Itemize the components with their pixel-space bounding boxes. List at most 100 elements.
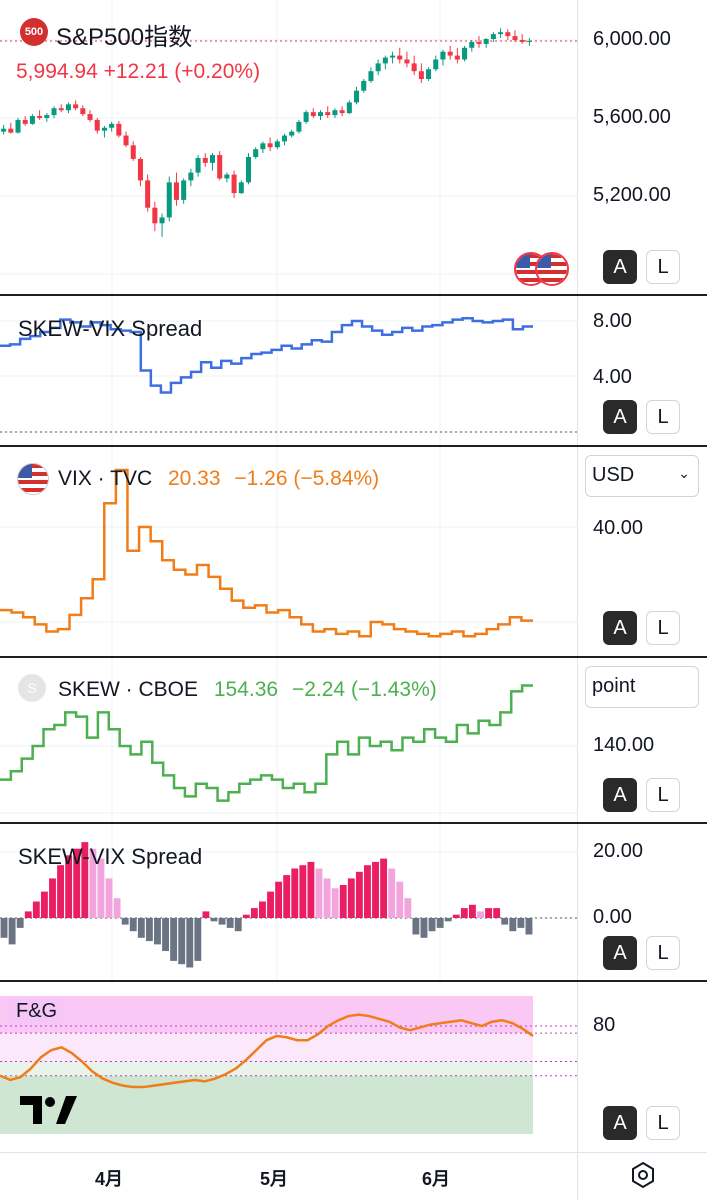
vix-pane[interactable]: VIX · TVC 20.33 −1.26 (−5.84%) USD ⌄ 40.… — [0, 447, 707, 656]
currency-select[interactable]: USD ⌄ — [585, 455, 699, 497]
candlestick-chart[interactable] — [0, 0, 577, 295]
histogram-bar — [477, 911, 484, 918]
histogram-bar — [501, 918, 509, 925]
log-scale-button[interactable]: L — [646, 936, 680, 970]
fg-series-line — [0, 1013, 534, 1089]
histogram-bar — [412, 918, 420, 935]
log-scale-button[interactable]: L — [646, 611, 680, 645]
candle-body — [433, 59, 439, 70]
histogram-bar — [8, 918, 16, 945]
candle-body — [37, 116, 43, 118]
unit-value: point — [592, 675, 636, 697]
candle-body — [253, 149, 259, 157]
candle-body — [274, 141, 280, 148]
candle-body — [58, 108, 64, 111]
main-pane[interactable]: 500 S&P500指数 5,994.94 +12.21 (+0.20%) 6,… — [0, 0, 707, 295]
candle-body — [512, 36, 518, 40]
indicator-title: F&G — [8, 998, 66, 1025]
fear-zone-band — [0, 1075, 533, 1134]
candle-body — [224, 174, 230, 179]
histogram-bar — [0, 918, 8, 938]
fear-greed-pane[interactable]: F&G 80 A L — [0, 982, 707, 1152]
pane-separator[interactable] — [0, 656, 707, 658]
symbol-name: VIX · TVC — [58, 467, 153, 490]
pane-separator[interactable] — [0, 445, 707, 447]
candle-body — [51, 108, 57, 116]
price-change: −1.26 — [234, 467, 288, 490]
candle-body — [332, 110, 338, 116]
histogram-bar — [380, 858, 388, 918]
spread-histogram-chart[interactable] — [0, 824, 577, 980]
time-axis-label: 5月 — [260, 1169, 289, 1189]
axis-label: 5,200.00 — [593, 184, 671, 206]
last-price: 154.36 — [213, 678, 279, 701]
auto-scale-button[interactable]: A — [603, 936, 637, 970]
candle-body — [217, 155, 223, 179]
candle-body — [29, 116, 35, 124]
histogram-bar — [218, 918, 226, 925]
histogram-bar — [299, 865, 307, 918]
spread-line-pane[interactable]: SKEW-VIX Spread 8.00 4.00 A L — [0, 296, 707, 445]
candle-body — [498, 32, 504, 35]
candle-body — [411, 63, 417, 72]
histogram-bar — [509, 918, 517, 932]
candle-body — [101, 127, 107, 131]
histogram-bar — [428, 918, 436, 932]
candle-body — [44, 115, 50, 118]
vix-line-chart[interactable] — [0, 447, 577, 656]
candle-body — [173, 182, 179, 200]
axis-label: 8.00 — [593, 310, 632, 332]
skew-line-chart[interactable] — [0, 658, 577, 822]
auto-scale-button[interactable]: A — [603, 778, 637, 812]
histogram-bar — [170, 918, 178, 961]
pane-separator[interactable] — [0, 822, 707, 824]
spread-line-chart[interactable] — [0, 296, 577, 445]
skew-pane[interactable]: S SKEW · CBOE 154.36 −2.24 (−1.43%) poin… — [0, 658, 707, 822]
histogram-bar — [242, 914, 250, 918]
candle-body — [209, 155, 216, 163]
price-change-pct: (−1.43%) — [350, 678, 437, 701]
time-axis-border — [0, 1152, 707, 1153]
auto-scale-button[interactable]: A — [603, 250, 637, 284]
histogram-bar — [460, 908, 468, 918]
histogram-bar — [65, 855, 73, 918]
candle-body — [368, 71, 374, 81]
histogram-bar — [525, 918, 533, 935]
indicator-title: SKEW-VIX Spread — [18, 316, 203, 341]
fear-greed-chart[interactable] — [0, 982, 577, 1152]
candle-body — [404, 59, 410, 64]
log-scale-button[interactable]: L — [646, 778, 680, 812]
settings-gear-icon[interactable] — [628, 1160, 658, 1195]
axis-label: 4.00 — [593, 366, 632, 388]
candle-body — [339, 110, 345, 114]
histogram-bar — [291, 868, 299, 918]
spread-series-line — [0, 317, 533, 394]
candle-body — [483, 39, 489, 44]
pane-separator[interactable] — [0, 980, 707, 982]
histogram-bar — [210, 918, 218, 922]
candle-body — [325, 112, 331, 116]
candle-body — [15, 119, 21, 133]
auto-scale-button[interactable]: A — [603, 400, 637, 434]
log-scale-button[interactable]: L — [646, 250, 680, 284]
candle-body — [447, 51, 453, 56]
histogram-bar — [420, 918, 428, 938]
candle-body — [22, 119, 28, 124]
vix-legend: VIX · TVC 20.33 −1.26 (−5.84%) — [58, 467, 379, 491]
histogram-bar — [162, 918, 169, 951]
unit-select[interactable]: point — [585, 666, 699, 708]
tradingview-logo-icon[interactable] — [20, 1094, 78, 1131]
log-scale-button[interactable]: L — [646, 400, 680, 434]
histogram-bar — [485, 908, 493, 918]
auto-scale-button[interactable]: A — [603, 1106, 637, 1140]
last-price: 20.33 — [167, 467, 221, 490]
spread-histogram-pane[interactable]: SKEW-VIX Spread 20.00 0.00 A L — [0, 824, 707, 980]
candle-body — [281, 135, 288, 142]
log-scale-button[interactable]: L — [646, 1106, 680, 1140]
pane-separator[interactable] — [0, 294, 707, 296]
candle-body — [159, 217, 165, 224]
histogram-bar — [32, 901, 40, 918]
candle-body — [375, 63, 381, 72]
candle-body — [188, 172, 194, 181]
auto-scale-button[interactable]: A — [603, 611, 637, 645]
